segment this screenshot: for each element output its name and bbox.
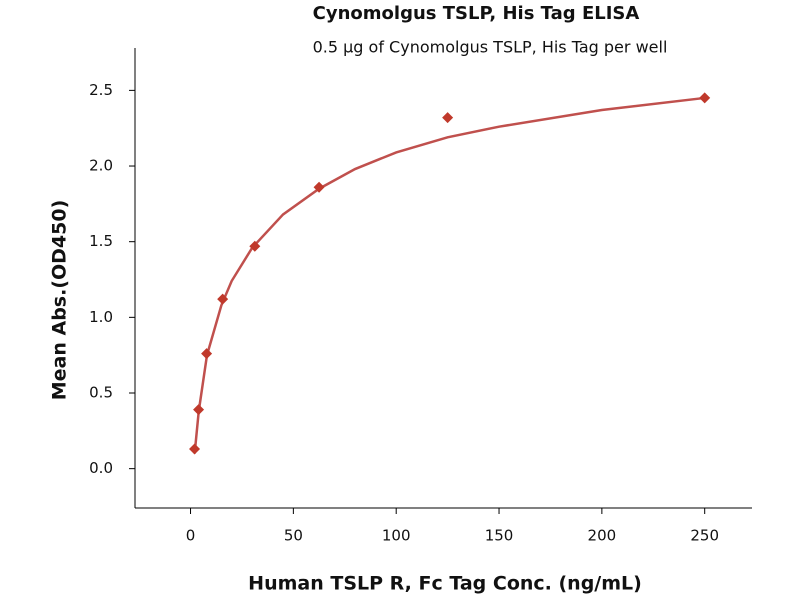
chart-subtitle: 0.5 μg of Cynomolgus TSLP, His Tag per w… (313, 38, 668, 57)
x-tick-label: 200 (588, 527, 617, 545)
data-point (201, 348, 213, 360)
x-axis-label: Human TSLP R, Fc Tag Conc. (ng/mL) (248, 573, 642, 595)
data-point (313, 181, 325, 193)
y-axis-label: Mean Abs.(OD450) (49, 200, 71, 401)
x-tick-label: 100 (382, 527, 411, 545)
fit-curve (193, 96, 705, 454)
data-point (217, 293, 229, 305)
y-tick-label: 2.0 (89, 157, 113, 175)
x-tick-label: 0 (186, 527, 196, 545)
data-point (249, 240, 261, 252)
y-tick-label: 1.5 (89, 232, 113, 250)
data-point (442, 112, 454, 124)
chart-title: Cynomolgus TSLP, His Tag ELISA (313, 3, 640, 24)
y-tick-label: 1.0 (89, 308, 113, 326)
x-tick-label: 150 (485, 527, 514, 545)
data-point (699, 92, 711, 104)
data-point (193, 404, 205, 416)
data-point (189, 443, 201, 455)
y-tick-label: 2.5 (89, 81, 113, 99)
x-tick-label: 250 (690, 527, 719, 545)
y-tick-label: 0.5 (89, 384, 113, 402)
y-tick-label: 0.0 (89, 459, 113, 477)
x-tick-label: 50 (284, 527, 303, 545)
